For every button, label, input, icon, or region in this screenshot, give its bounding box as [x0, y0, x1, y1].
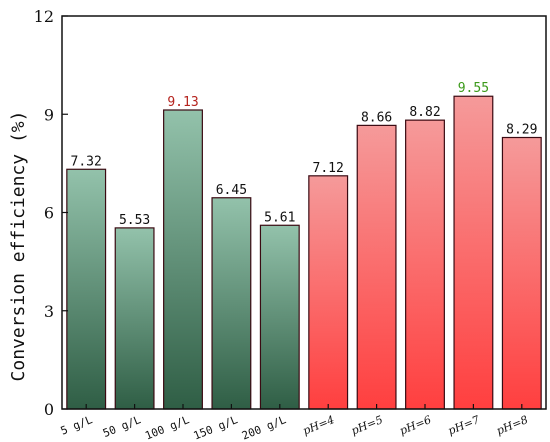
x-tick-label-ph-8: pH=8 [495, 413, 530, 437]
x-tick-label-150-g-l: 150 g/L [192, 413, 240, 442]
value-label-ph-4: 7.12 [313, 161, 344, 176]
x-tick-label-ph-6: pH=6 [398, 413, 433, 437]
value-label-ph-6: 8.82 [409, 105, 440, 120]
bar-ph-4 [308, 175, 349, 410]
value-label-100-g-l: 9.13 [167, 95, 198, 110]
x-tick-label-ph-7: pH=7 [446, 413, 481, 437]
bar-ph-7 [453, 95, 494, 410]
bar-ph-8 [501, 136, 542, 410]
bars-layer [66, 95, 542, 410]
bar-150-g-l [211, 197, 252, 410]
value-label-50-g-l: 5.53 [119, 213, 150, 228]
value-label-ph-8: 8.29 [506, 123, 537, 138]
axes [61, 15, 547, 410]
y-axis-title: Conversion efficiency (%) [8, 111, 29, 382]
bar-5-g-l [66, 168, 107, 410]
bar-ph-6 [405, 119, 445, 410]
x-tick-label-200-g-l: 200 g/L [240, 413, 288, 442]
value-label-ph-7: 9.55 [458, 81, 489, 96]
y-tick-label: 9 [44, 105, 54, 124]
y-tick-label: 3 [44, 302, 54, 321]
x-tick-label-ph-5: pH=5 [349, 413, 384, 437]
bar-200-g-l [259, 224, 300, 410]
y-tick-label: 0 [44, 400, 54, 419]
value-label-150-g-l: 6.45 [216, 183, 247, 198]
y-tick-label: 12 [34, 7, 54, 26]
x-tick-label-ph-4: pH=4 [301, 413, 336, 437]
bar-ph-5 [356, 124, 397, 410]
x-tick-label-50-g-l: 50 g/L [101, 413, 143, 440]
y-tick-label: 6 [44, 204, 54, 223]
value-label-200-g-l: 5.61 [264, 210, 295, 225]
bar-100-g-l [163, 109, 203, 410]
x-tick-label-5-g-l: 5 g/L [59, 413, 95, 438]
value-label-5-g-l: 7.32 [71, 154, 102, 169]
value-label-ph-5: 8.66 [361, 110, 392, 125]
bar-50-g-l [114, 227, 155, 410]
x-tick-label-100-g-l: 100 g/L [143, 413, 191, 442]
